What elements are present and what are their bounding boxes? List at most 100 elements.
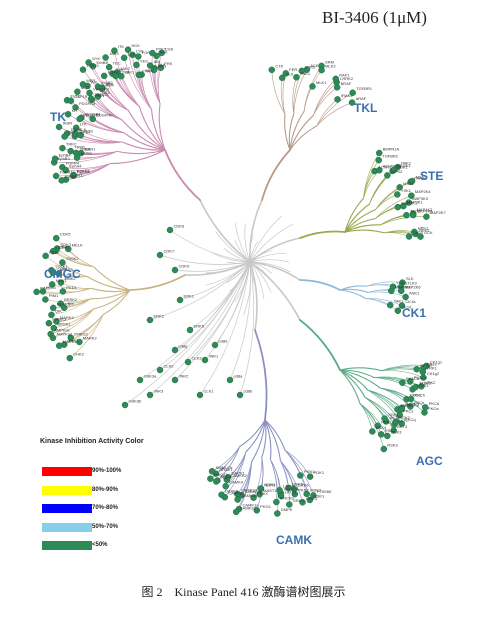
kinase-label: MAP2K1 <box>401 201 418 206</box>
kinase-node-tk <box>55 123 63 131</box>
kinase-label: P70S6K <box>317 489 332 494</box>
branch-ste <box>344 218 376 233</box>
center-branch <box>249 215 282 263</box>
kinase-label: CHK2 <box>73 352 84 357</box>
branch-other <box>187 261 251 363</box>
kinase-node-tkl <box>318 66 325 74</box>
kinase-label: MNK1 <box>56 278 68 283</box>
branch-cmgc <box>90 287 131 293</box>
twig-tk <box>62 147 118 154</box>
family-label-ste: STE <box>420 169 444 183</box>
kinase-label: MLCK <box>221 474 232 479</box>
branch-tk <box>109 149 166 165</box>
kinase-node-other <box>171 376 179 384</box>
kinase-label: SIK <box>68 301 75 306</box>
trunk-camk <box>249 261 258 331</box>
twig-agc <box>364 397 397 422</box>
kinase-node-ste <box>403 211 410 219</box>
kinase-node-agc <box>407 378 414 385</box>
kinase-label: QIK <box>55 308 62 313</box>
kinase-node-ste <box>394 203 402 211</box>
kinase-node-ste <box>375 166 383 174</box>
twig-tk <box>73 163 111 176</box>
trunk-cmgc <box>184 261 251 276</box>
kinase-label: RET <box>68 130 77 135</box>
kinase-node-camk <box>297 472 304 479</box>
kinase-node-tk <box>120 54 128 62</box>
kinase-label: LCK <box>128 51 136 56</box>
twig-tkl <box>313 82 337 116</box>
kinase-node-other <box>184 358 192 366</box>
kinase-label: VRK2 <box>425 380 436 385</box>
kinase-node-tk <box>87 95 95 102</box>
twig-camk <box>224 451 247 498</box>
kinase-node-other <box>186 326 194 334</box>
center-branch <box>249 261 265 300</box>
kinase-node-tk <box>89 63 97 70</box>
kinase-node-cmgc <box>49 334 57 342</box>
kinase-label: CK1g3 <box>420 363 433 368</box>
kinase-node-ste <box>384 172 391 179</box>
kinase-node-camk <box>222 482 229 490</box>
branch-agc <box>339 369 381 389</box>
kinase-label: CLK1 <box>204 389 215 394</box>
kinase-label: PRKX <box>257 491 268 496</box>
kinase-node-ste <box>411 228 418 236</box>
kinase-label: CAMK1d <box>245 489 261 494</box>
twig-cmgc <box>53 308 95 329</box>
legend-label: 70%-80% <box>92 505 119 511</box>
kinase-node-ste <box>394 163 401 171</box>
kinase-label: CHK1 <box>68 338 79 343</box>
branch-ck1 <box>339 289 367 300</box>
kinase-node-camk <box>310 492 317 499</box>
kinase-label: IRAK4 <box>341 93 353 98</box>
kinase-node-cmgc <box>59 288 67 295</box>
branch-agc <box>339 367 383 372</box>
kinase-node-camk <box>208 468 216 475</box>
kinase-label: PKN1 <box>304 469 315 474</box>
kinase-node-agc <box>384 432 391 440</box>
branch-agc <box>339 369 366 398</box>
kinase-node-tkl <box>298 67 306 75</box>
kinase-node-other <box>211 341 219 349</box>
kinase-node-tk <box>73 154 81 161</box>
twig-tkl <box>303 69 322 112</box>
kinase-label: CDK5 <box>60 232 71 237</box>
twig-camk <box>270 459 279 514</box>
kinase-node-agc <box>380 445 388 453</box>
kinase-node-other <box>226 376 234 384</box>
kinase-label: PKCb <box>429 401 440 406</box>
twig-tk <box>151 52 161 104</box>
kinase-label: FGFR1 <box>60 169 74 174</box>
kinase-label: LATS2 <box>283 484 296 489</box>
kinase-label: IGF1R <box>78 130 90 135</box>
kinase-label: CASK <box>56 266 67 271</box>
kinase-label: PKN2 <box>298 488 309 493</box>
kinase-node-tk <box>67 147 74 155</box>
kinase-node-camk <box>207 475 214 482</box>
twig-ste <box>383 232 410 237</box>
kinase-label: TGFBR1 <box>356 86 373 91</box>
kinase-label: AKT2 <box>390 415 401 420</box>
kinase-label: MELK <box>72 242 83 247</box>
twig-ste <box>375 195 412 219</box>
kinase-node-ck1 <box>386 301 394 309</box>
kinase-node-ste <box>408 192 415 199</box>
kinase-label: TESK1 <box>398 163 411 168</box>
kinase-label: VEGFR1 <box>85 111 102 116</box>
kinase-label: BRSK2 <box>64 297 78 302</box>
kinase-label: SGK3 <box>391 429 402 434</box>
kinase-label: PKCd <box>410 393 420 398</box>
kinase-label: MAP3K1 <box>407 200 424 205</box>
kinase-label: LOK <box>396 280 404 285</box>
kinase-node-agc <box>421 404 429 411</box>
kinase-label: MARK1 <box>63 339 78 344</box>
kinase-label: MSK1 <box>313 493 325 498</box>
kinase-node-tkl <box>278 74 286 82</box>
twig-cmgc <box>50 308 95 335</box>
branch-tk <box>121 141 166 151</box>
kinase-label: CSK <box>165 46 174 51</box>
kinase-node-other <box>171 266 179 274</box>
kinase-node-agc <box>396 411 403 419</box>
kinase-node-ste <box>417 233 424 240</box>
